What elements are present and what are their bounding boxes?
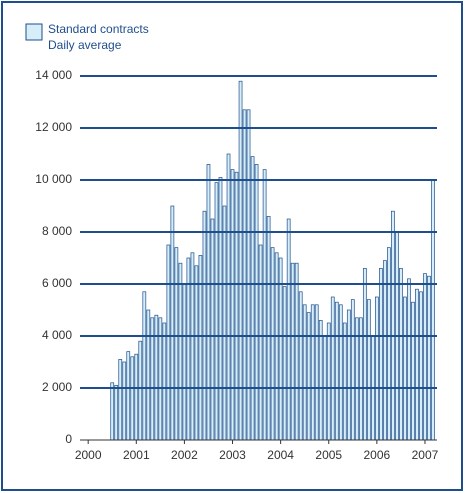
- bar: [254, 164, 259, 441]
- bar: [274, 252, 279, 441]
- bar: [302, 304, 307, 441]
- bar: [130, 356, 135, 441]
- y-tick-label: 2 000: [42, 380, 72, 394]
- x-tick-label: 2007: [412, 448, 439, 462]
- bar: [294, 262, 299, 441]
- legend-label: Daily average: [48, 38, 122, 52]
- bar: [214, 182, 219, 441]
- x-tick-label: 2001: [123, 448, 150, 462]
- bar: [138, 340, 143, 441]
- y-tick-label: 12 000: [35, 120, 72, 134]
- bar: [210, 218, 215, 441]
- legend-label: Standard contracts: [48, 22, 149, 36]
- bar: [178, 262, 183, 441]
- bar: [118, 359, 123, 441]
- bar: [122, 361, 127, 441]
- bar: [387, 247, 391, 441]
- bar: [218, 177, 223, 441]
- bar: [262, 169, 267, 441]
- bar: [298, 291, 303, 441]
- bar: [314, 304, 319, 441]
- bar: [266, 216, 271, 441]
- bar: [286, 218, 291, 441]
- bar: [154, 314, 159, 441]
- bar: [182, 283, 187, 441]
- bar: [114, 385, 119, 441]
- bar: [326, 322, 331, 441]
- bar: [258, 244, 263, 441]
- bar: [270, 247, 275, 441]
- bar: [166, 244, 171, 441]
- x-tick-label: 2000: [75, 448, 102, 462]
- bar: [146, 309, 151, 441]
- x-tick-label: 2004: [267, 448, 294, 462]
- bar: [423, 273, 427, 441]
- bar: [427, 275, 431, 441]
- y-tick-label: 10 000: [35, 172, 72, 186]
- bar: [415, 288, 419, 441]
- bar: [186, 257, 191, 441]
- bar: [194, 265, 199, 441]
- bar: [399, 268, 403, 441]
- bar: [250, 156, 255, 441]
- bar: [170, 205, 175, 441]
- y-tick-label: 4 000: [42, 328, 72, 342]
- y-tick-label: 6 000: [42, 276, 72, 290]
- x-tick-label: 2005: [315, 448, 342, 462]
- bar: [142, 291, 147, 441]
- y-tick-label: 8 000: [42, 224, 72, 238]
- bar: [306, 312, 311, 441]
- bar: [407, 278, 411, 441]
- bar: [310, 304, 315, 441]
- bar: [174, 247, 179, 441]
- bar: [190, 252, 195, 441]
- bar: [230, 169, 235, 441]
- bar: [222, 205, 227, 441]
- legend-swatch: [25, 23, 43, 41]
- bar: [403, 296, 407, 441]
- bar: [318, 320, 323, 441]
- y-tick-label: 14 000: [35, 68, 72, 82]
- bar: [278, 257, 283, 441]
- bar: [334, 301, 339, 441]
- bar: [282, 286, 287, 441]
- bar: [419, 291, 423, 441]
- bar: [290, 262, 295, 441]
- bar: [383, 260, 387, 441]
- bar: [234, 171, 239, 441]
- bar: [238, 80, 243, 441]
- bar: [110, 382, 115, 441]
- y-tick-label: 0: [65, 432, 72, 446]
- bar: [375, 296, 379, 441]
- bar: [246, 109, 251, 441]
- bar: [162, 322, 167, 441]
- bar: [391, 210, 395, 441]
- bar: [350, 299, 355, 441]
- bar: [366, 299, 371, 441]
- bar: [362, 268, 367, 441]
- bar: [202, 210, 207, 441]
- x-tick-label: 2002: [171, 448, 198, 462]
- bar: [342, 322, 347, 441]
- bar: [431, 179, 435, 441]
- x-tick-label: 2006: [364, 448, 391, 462]
- bar: [346, 309, 351, 441]
- x-tick-label: 2003: [219, 448, 246, 462]
- bar: [411, 301, 415, 441]
- bar: [379, 268, 383, 441]
- bar: [134, 353, 139, 441]
- bar: [206, 164, 211, 441]
- bar: [226, 153, 231, 441]
- bar: [330, 296, 335, 441]
- bar: [126, 351, 131, 441]
- bar: [242, 109, 247, 441]
- bar: [338, 304, 343, 441]
